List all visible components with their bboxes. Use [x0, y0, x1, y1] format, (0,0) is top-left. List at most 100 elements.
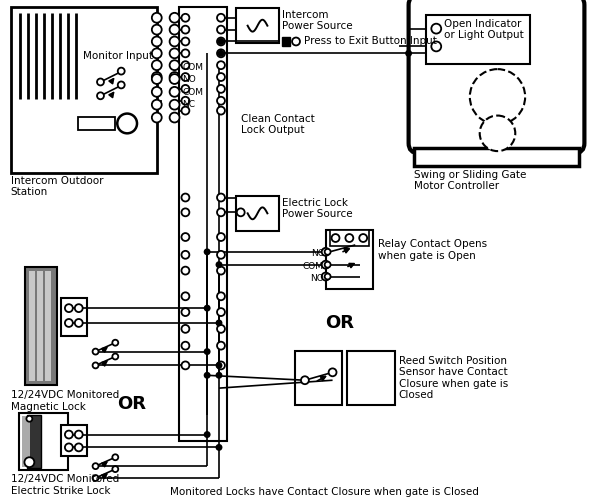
Bar [426, 15, 530, 64]
Circle shape [181, 14, 190, 22]
Circle shape [75, 444, 83, 452]
Circle shape [325, 274, 331, 280]
Circle shape [92, 348, 98, 354]
Circle shape [292, 38, 300, 46]
Text: Intercom
Power Source: Intercom Power Source [282, 10, 353, 32]
Bar [26, 266, 57, 385]
Bar [414, 148, 579, 166]
Bar [347, 350, 395, 405]
Circle shape [181, 266, 190, 274]
Text: Swing or Sliding Gate
Motor Controller: Swing or Sliding Gate Motor Controller [414, 170, 526, 192]
Circle shape [301, 376, 309, 384]
Circle shape [112, 340, 118, 345]
Circle shape [322, 272, 330, 280]
Polygon shape [282, 36, 290, 46]
Circle shape [26, 416, 32, 422]
Text: Press to Exit Button Input: Press to Exit Button Input [304, 36, 437, 46]
Circle shape [217, 61, 225, 69]
Circle shape [181, 362, 190, 370]
Bar [236, 196, 280, 231]
Text: Monitored Locks have Contact Closure when gate is Closed: Monitored Locks have Contact Closure whe… [170, 487, 479, 497]
Text: Relay Contact Opens
when gate is Open: Relay Contact Opens when gate is Open [378, 239, 487, 260]
Text: 12/24VDC Monitored
Magnetic Lock: 12/24VDC Monitored Magnetic Lock [11, 390, 119, 411]
Circle shape [181, 292, 190, 300]
Circle shape [118, 68, 125, 74]
Circle shape [181, 61, 190, 69]
Circle shape [118, 82, 125, 88]
Text: Open Indicator
or Light Output: Open Indicator or Light Output [444, 19, 524, 40]
Circle shape [181, 26, 190, 34]
Bar [295, 350, 343, 405]
Bar [38, 270, 43, 381]
Circle shape [152, 87, 162, 97]
Circle shape [65, 444, 73, 452]
Bar [179, 7, 227, 442]
Circle shape [92, 362, 98, 368]
Circle shape [170, 87, 179, 97]
Circle shape [217, 97, 225, 104]
Text: Reed Switch Position
Sensor have Contact
Closure when gate is
Closed: Reed Switch Position Sensor have Contact… [399, 356, 508, 401]
Bar [325, 230, 373, 290]
Circle shape [181, 106, 190, 114]
Circle shape [75, 304, 83, 312]
Circle shape [204, 372, 210, 378]
Circle shape [217, 308, 225, 316]
Circle shape [152, 100, 162, 110]
Bar [45, 270, 51, 381]
Circle shape [181, 233, 190, 241]
Text: COM: COM [303, 262, 324, 270]
Circle shape [181, 73, 190, 81]
Circle shape [216, 444, 222, 451]
Bar [18, 413, 68, 470]
Bar [27, 415, 41, 468]
Circle shape [170, 74, 179, 84]
Circle shape [216, 261, 222, 268]
Text: Monitor Input: Monitor Input [83, 52, 153, 62]
Circle shape [152, 72, 162, 82]
Circle shape [217, 233, 225, 241]
Circle shape [24, 458, 35, 467]
Circle shape [204, 431, 210, 438]
Circle shape [322, 248, 330, 256]
FancyBboxPatch shape [409, 0, 585, 153]
Circle shape [217, 292, 225, 300]
Circle shape [75, 319, 83, 327]
Text: OR: OR [117, 395, 147, 413]
Circle shape [181, 97, 190, 104]
Circle shape [181, 38, 190, 46]
Circle shape [325, 262, 331, 268]
Bar [11, 7, 157, 173]
Text: NO: NO [182, 75, 196, 84]
Circle shape [92, 475, 98, 481]
Circle shape [152, 60, 162, 70]
Circle shape [480, 116, 516, 151]
Circle shape [112, 466, 118, 472]
Circle shape [97, 78, 104, 86]
Circle shape [181, 342, 190, 349]
Bar [77, 116, 115, 130]
Circle shape [170, 24, 179, 34]
Circle shape [181, 194, 190, 202]
Circle shape [432, 24, 441, 34]
Circle shape [325, 249, 331, 255]
Text: COM: COM [182, 63, 203, 72]
Circle shape [217, 50, 225, 58]
Circle shape [170, 112, 179, 122]
Text: NO: NO [310, 274, 324, 282]
Circle shape [204, 304, 210, 312]
Circle shape [170, 60, 179, 70]
Text: COM: COM [182, 88, 203, 97]
Circle shape [346, 234, 353, 242]
Circle shape [217, 208, 225, 216]
Circle shape [216, 372, 222, 378]
Circle shape [152, 24, 162, 34]
Circle shape [170, 36, 179, 46]
Circle shape [65, 430, 73, 438]
Circle shape [217, 342, 225, 349]
Circle shape [65, 319, 73, 327]
Circle shape [181, 208, 190, 216]
Circle shape [204, 348, 210, 355]
Circle shape [218, 50, 225, 57]
Circle shape [359, 234, 367, 242]
Circle shape [170, 48, 179, 58]
